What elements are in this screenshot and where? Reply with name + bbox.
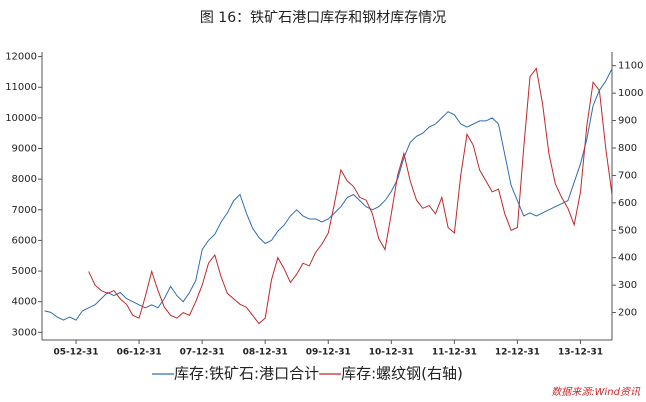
chart-title: 图 16：铁矿石港口库存和钢材库存情况 xyxy=(200,10,446,26)
y2-tick-label: 200 xyxy=(618,308,637,319)
legend-label: 库存:铁矿石:港口合计 xyxy=(174,365,319,383)
series-line xyxy=(88,67,613,325)
x-tick-label: 09-12-31 xyxy=(306,348,351,358)
x-tick-label: 07-12-31 xyxy=(180,348,225,358)
y-tick-label: 11000 xyxy=(5,82,37,93)
y2-tick-label: 900 xyxy=(618,116,637,127)
y2-tick-label: 500 xyxy=(618,225,637,236)
y2-tick-label: 300 xyxy=(618,280,637,291)
y-tick-label: 6000 xyxy=(12,235,37,246)
y-tick-label: 8000 xyxy=(12,174,37,185)
y2-tick-label: 700 xyxy=(618,170,637,181)
x-tick-label: 13-12-31 xyxy=(558,348,603,358)
x-tick-label: 12-12-31 xyxy=(495,348,540,358)
x-tick-label: 11-12-31 xyxy=(432,348,477,358)
x-tick-label: 05-12-31 xyxy=(54,348,99,358)
x-tick-label: 08-12-31 xyxy=(243,348,288,358)
series-line xyxy=(44,68,613,321)
y-tick-label: 9000 xyxy=(12,144,37,155)
y-tick-label: 5000 xyxy=(12,266,37,277)
legend-label: 库存:螺纹钢(右轴) xyxy=(341,365,463,383)
y-tick-label: 10000 xyxy=(5,113,37,124)
y-tick-label: 7000 xyxy=(12,205,37,216)
y-tick-label: 12000 xyxy=(5,52,37,63)
y-tick-label: 3000 xyxy=(12,327,37,338)
y2-tick-label: 600 xyxy=(618,198,637,209)
y2-tick-label: 1100 xyxy=(618,61,643,72)
y2-tick-label: 800 xyxy=(618,143,637,154)
x-tick-label: 10-12-31 xyxy=(369,348,414,358)
y-tick-label: 4000 xyxy=(12,297,37,308)
x-tick-label: 06-12-31 xyxy=(117,348,162,358)
y2-tick-label: 1000 xyxy=(618,88,643,99)
y2-tick-label: 400 xyxy=(618,253,637,264)
source: 数据来源:Wind资讯 xyxy=(551,386,641,398)
